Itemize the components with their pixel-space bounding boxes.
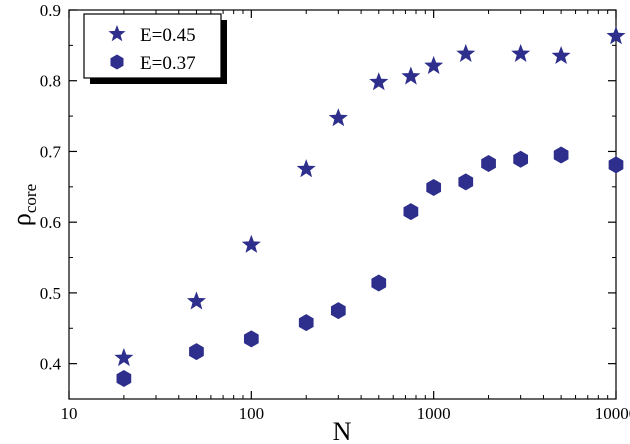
star-point — [424, 55, 444, 74]
hexagon-point — [243, 330, 259, 348]
hexagon-point — [298, 314, 314, 332]
hexagon-point — [330, 302, 346, 320]
axis-ticks — [68, 9, 617, 400]
star-point — [296, 159, 316, 178]
y-tick-label: 0.5 — [40, 284, 61, 303]
star-point — [511, 43, 531, 62]
y-axis-label-symbol: ρ — [7, 213, 36, 226]
star-point — [606, 26, 626, 45]
star-point — [186, 291, 206, 310]
y-tick-label: 0.4 — [40, 355, 62, 374]
y-axis-label: ρcore — [7, 184, 40, 226]
x-tick-label: 1000 — [417, 404, 451, 423]
hexagon-point — [426, 179, 442, 197]
y-tick-label: 0.6 — [40, 213, 61, 232]
legend-box — [83, 13, 222, 79]
legend-hexagon-icon — [110, 54, 124, 70]
legend-label-e037: E=0.37 — [140, 53, 196, 74]
plot-frame — [68, 9, 617, 400]
hexagon-point — [458, 173, 474, 191]
legend: E=0.45 E=0.37 — [83, 13, 227, 84]
star-point — [114, 347, 134, 367]
star-point — [241, 234, 261, 253]
hexagon-point — [553, 146, 569, 164]
y-tick-label: 0.7 — [40, 142, 62, 161]
x-axis-label: N — [333, 417, 352, 444]
y-axis-label-subscript: core — [21, 184, 40, 213]
star-point — [456, 43, 476, 62]
star-point — [401, 66, 421, 85]
data-marks — [114, 26, 626, 387]
hexagon-point — [608, 156, 624, 174]
x-tick-label: 10 — [61, 404, 78, 423]
y-tick-label: 0.8 — [40, 72, 61, 91]
legend-label-e045: E=0.45 — [140, 25, 196, 46]
star-point — [369, 72, 389, 91]
star-point — [551, 45, 571, 65]
hexagon-point — [481, 154, 496, 172]
y-tick-label: 0.9 — [40, 1, 61, 20]
hexagon-point — [403, 203, 419, 221]
legend-star-icon — [108, 25, 126, 42]
x-tick-label: 100 — [239, 404, 265, 423]
star-point — [328, 108, 348, 127]
hexagon-point — [371, 274, 387, 292]
hexagon-point — [116, 369, 132, 387]
hexagon-point — [189, 343, 204, 361]
hexagon-point — [513, 150, 529, 168]
